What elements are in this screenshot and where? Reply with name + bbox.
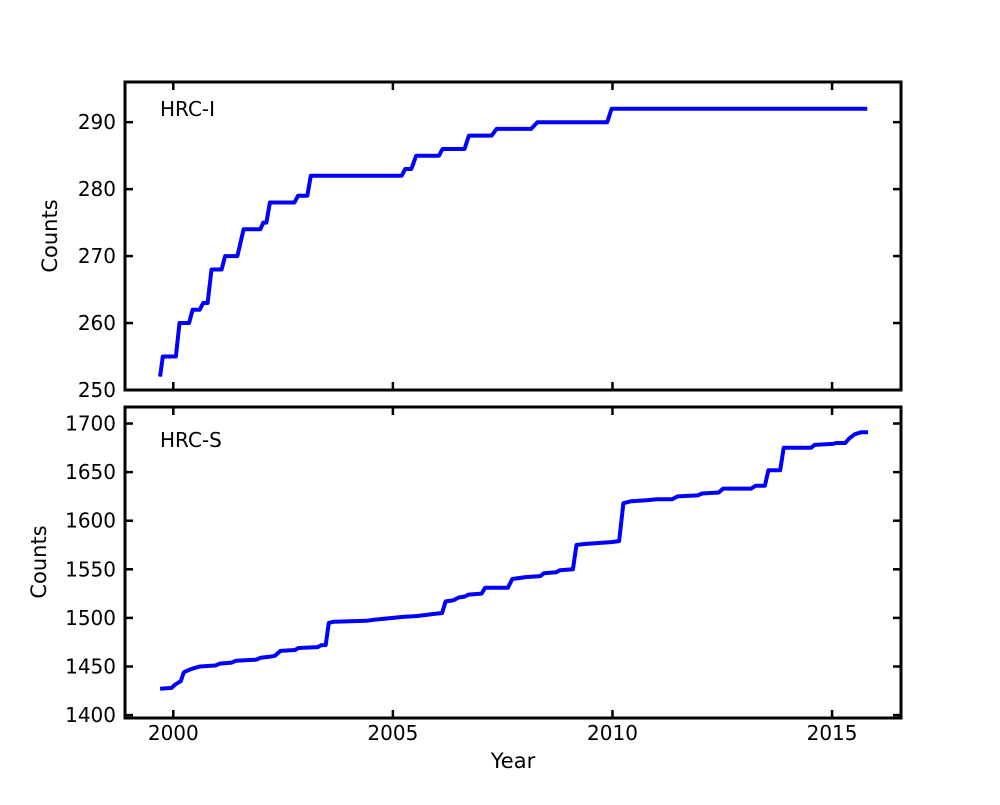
x-axis-label: Year [490, 749, 536, 773]
y-tick-label: 280 [78, 177, 116, 201]
y-tick-label: 1650 [65, 460, 116, 484]
y-axis-label-bottom: Counts [27, 525, 51, 598]
x-tick-label: 2000 [148, 721, 199, 745]
plot-frame [123, 405, 903, 720]
y-tick-label: 1500 [65, 606, 116, 630]
plot-frame [123, 80, 903, 392]
y-tick-label: 270 [78, 244, 116, 268]
y-tick-label: 1400 [65, 703, 116, 727]
annotation-hrc-i: HRC-I [160, 97, 215, 121]
y-tick-label: 1600 [65, 509, 116, 533]
y-axis-label-top: Counts [38, 199, 62, 272]
y-tick-label: 1450 [65, 654, 116, 678]
axes-layer: 250 260 270 280 290 2000 2005 2010 2015 1400 1450 1… [65, 80, 903, 745]
y-tick-label: 260 [78, 311, 116, 335]
y-tick-label: 250 [78, 378, 116, 402]
annotation-hrc-s: HRC-S [160, 428, 222, 452]
y-tick-label: 1700 [65, 412, 116, 436]
y-tick-label: 290 [78, 110, 116, 134]
x-tick-label: 2015 [807, 721, 858, 745]
x-tick-label: 2010 [587, 721, 638, 745]
x-tick-label: 2005 [367, 721, 418, 745]
hrc-s-line [159, 430, 869, 691]
y-tick-label: 1550 [65, 557, 116, 581]
hrc-i-line [158, 106, 868, 377]
